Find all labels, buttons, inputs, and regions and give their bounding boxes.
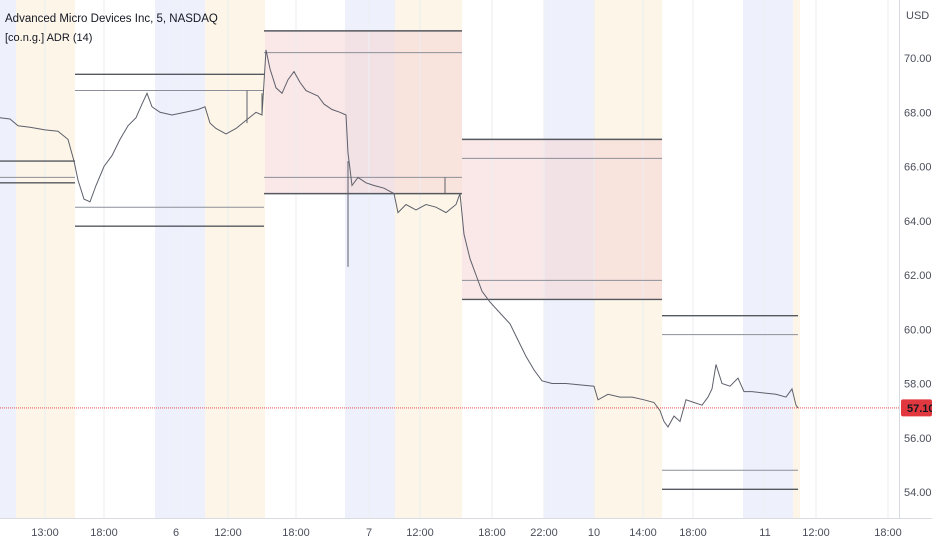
indicator-label[interactable]: [co.n.g.] ADR (14) xyxy=(5,32,92,44)
x-axis-ticks[interactable]: 13:00 18:00 6 12:00 18:00 7 12:00 18:00 22:00 10 1… xyxy=(31,527,902,539)
y-tick-label-0[interactable]: 70.00 xyxy=(904,53,932,65)
last-price-value: 57.10 xyxy=(907,403,932,415)
session-band-0 xyxy=(0,0,16,518)
y-tick-label-2[interactable]: 66.00 xyxy=(904,162,932,174)
session-band-8 xyxy=(743,0,793,518)
x-tick-label-0[interactable]: 13:00 xyxy=(31,527,59,539)
x-tick-label-11[interactable]: 18:00 xyxy=(679,527,707,539)
y-axis-ticks[interactable]: 70.00 68.00 66.00 64.00 62.00 60.00 58.00 56.00… xyxy=(904,53,932,499)
y-tick-label-3[interactable]: 64.00 xyxy=(904,216,932,228)
x-tick-label-13[interactable]: 12:00 xyxy=(802,527,830,539)
vertical-gridlines xyxy=(44,0,889,518)
x-tick-label-1[interactable]: 18:00 xyxy=(90,527,118,539)
y-tick-label-1[interactable]: 68.00 xyxy=(904,107,932,119)
x-tick-label-10[interactable]: 14:00 xyxy=(629,527,657,539)
currency-label: USD xyxy=(906,10,929,22)
x-tick-label-3[interactable]: 12:00 xyxy=(214,527,242,539)
y-tick-label-6[interactable]: 58.00 xyxy=(904,379,932,391)
x-tick-label-5[interactable]: 7 xyxy=(366,527,372,539)
range-box-1 xyxy=(462,139,662,300)
session-band-9 xyxy=(793,0,800,518)
x-tick-label-8[interactable]: 22:00 xyxy=(530,527,558,539)
symbol-title[interactable]: Advanced Micro Devices Inc, 5, NASDAQ xyxy=(5,13,218,25)
x-tick-label-2[interactable]: 6 xyxy=(173,527,179,539)
y-tick-label-5[interactable]: 60.00 xyxy=(904,324,932,336)
range-box-0 xyxy=(265,30,462,194)
y-tick-label-4[interactable]: 62.00 xyxy=(904,270,932,282)
x-tick-label-14[interactable]: 18:00 xyxy=(874,527,902,539)
x-tick-label-12[interactable]: 11 xyxy=(759,527,770,539)
x-tick-label-7[interactable]: 18:00 xyxy=(478,527,506,539)
session-band-3 xyxy=(205,0,265,518)
adr-level-lines xyxy=(0,30,798,490)
range-boxes xyxy=(265,30,662,300)
y-tick-label-7[interactable]: 56.00 xyxy=(904,433,932,445)
x-tick-label-6[interactable]: 12:00 xyxy=(406,527,434,539)
last-price-badge xyxy=(901,399,932,417)
x-tick-label-9[interactable]: 10 xyxy=(588,527,600,539)
session-band-2 xyxy=(155,0,205,518)
x-tick-label-4[interactable]: 18:00 xyxy=(282,527,310,539)
price-series-line xyxy=(0,49,799,428)
y-tick-label-8[interactable]: 54.00 xyxy=(904,487,932,499)
